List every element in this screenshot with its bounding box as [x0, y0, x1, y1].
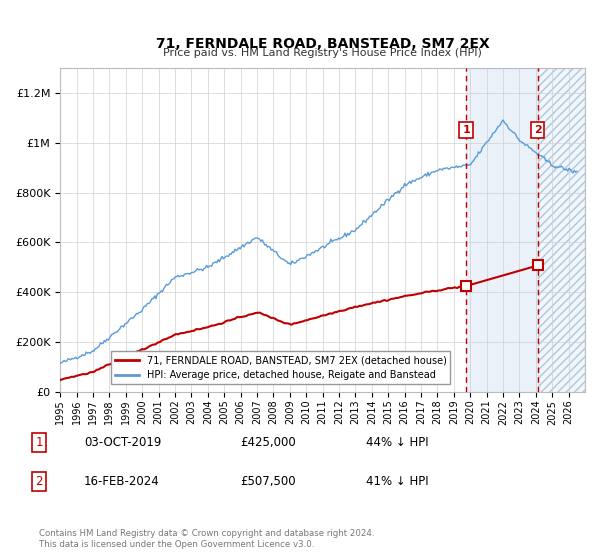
Text: Price paid vs. HM Land Registry's House Price Index (HPI): Price paid vs. HM Land Registry's House … — [163, 48, 482, 58]
Legend: 71, FERNDALE ROAD, BANSTEAD, SM7 2EX (detached house), HPI: Average price, detac: 71, FERNDALE ROAD, BANSTEAD, SM7 2EX (de… — [111, 351, 451, 384]
Text: 16-FEB-2024: 16-FEB-2024 — [84, 475, 160, 488]
Text: 41% ↓ HPI: 41% ↓ HPI — [366, 475, 428, 488]
Text: 2: 2 — [534, 125, 542, 135]
Text: £425,000: £425,000 — [240, 436, 296, 449]
Title: 71, FERNDALE ROAD, BANSTEAD, SM7 2EX: 71, FERNDALE ROAD, BANSTEAD, SM7 2EX — [156, 38, 490, 52]
Text: 44% ↓ HPI: 44% ↓ HPI — [366, 436, 428, 449]
Text: Contains HM Land Registry data © Crown copyright and database right 2024.
This d: Contains HM Land Registry data © Crown c… — [39, 529, 374, 549]
Bar — [538, 68, 585, 392]
Text: £507,500: £507,500 — [240, 475, 296, 488]
Bar — [466, 68, 538, 392]
Bar — [538, 68, 585, 392]
Text: 1: 1 — [35, 436, 43, 449]
Text: 1: 1 — [462, 125, 470, 135]
Text: 03-OCT-2019: 03-OCT-2019 — [84, 436, 161, 449]
Text: 2: 2 — [35, 475, 43, 488]
